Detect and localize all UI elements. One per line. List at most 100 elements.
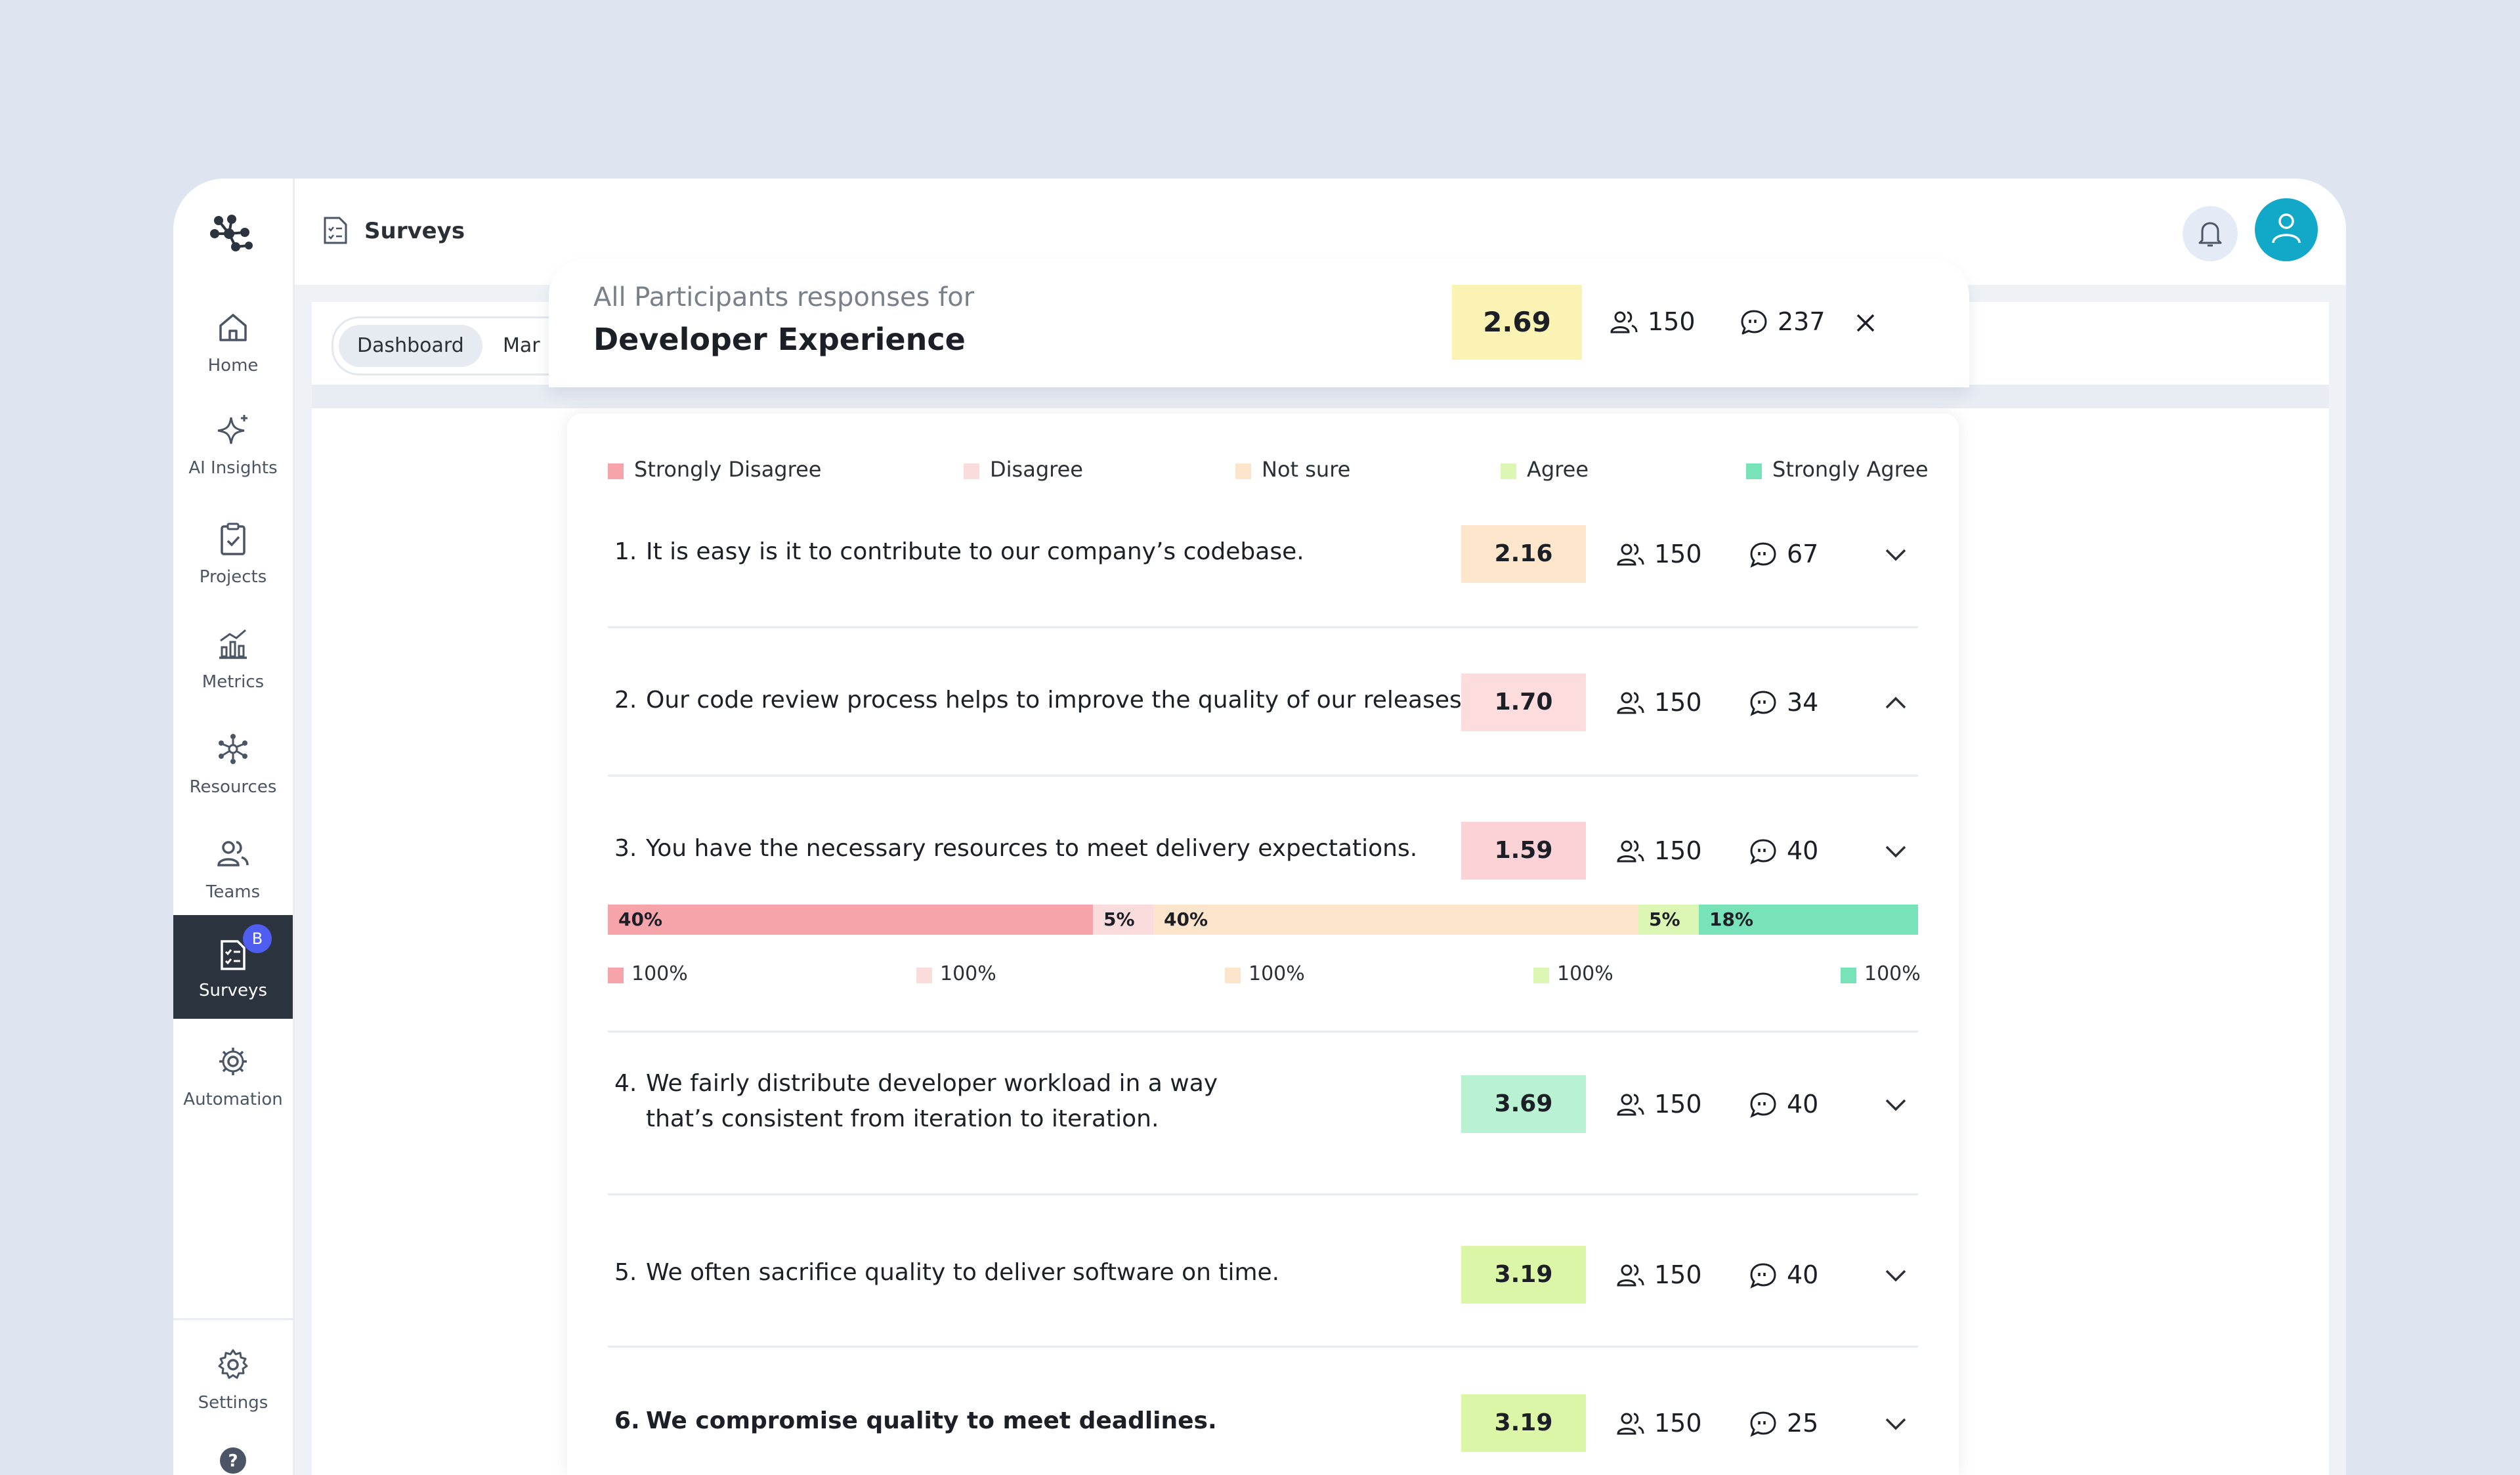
sidebar-divider [173,1318,293,1320]
comments-value: 40 [1787,836,1819,865]
breakdown-segment: 40% [1153,905,1638,935]
chevron-down-icon[interactable] [1884,1268,1908,1283]
breakdown-segment: 5% [1638,905,1699,935]
comments-value: 67 [1787,540,1819,568]
question-text-line2: that’s consistent from iteration to iter… [646,1105,1159,1132]
legend-label: Disagree [990,457,1083,482]
sidebar-item-automation[interactable]: Automation [173,1029,293,1133]
row-divider [608,1346,1918,1348]
network-icon [219,734,247,764]
notifications-button[interactable] [2183,206,2238,261]
question-number: 5. [614,1259,637,1286]
question-number: 6. [614,1407,640,1434]
sidebar: Home AI Insights Projects Metrics Resour… [173,179,295,1475]
row-divider [608,1193,1918,1195]
legend-swatch [608,968,624,983]
participants-value: 150 [1654,1409,1702,1438]
question-number: 4. [614,1070,637,1097]
question-row[interactable]: 3. You have the necessary resources to m… [608,822,1918,880]
sidebar-item-label: Settings [198,1393,268,1413]
sidebar-item-resources[interactable]: Resources [173,717,293,821]
breakdown-segment: 18% [1699,905,1918,935]
sidebar-item-label: Projects [199,567,267,587]
question-number: 2. [614,687,637,714]
avatar[interactable] [2255,198,2318,261]
participants-value: 150 [1654,688,1702,717]
legend-swatch [1533,968,1549,983]
question-score: 3.69 [1461,1075,1586,1133]
chevron-down-icon[interactable] [1884,844,1908,859]
chevron-down-icon[interactable] [1884,1098,1908,1112]
breakdown-segment: 40% [608,905,1093,935]
comments-value: 34 [1787,688,1819,717]
legend-swatch [964,463,979,479]
question-number: 1. [614,538,637,565]
users-icon [1610,311,1638,333]
users-icon [1617,692,1644,714]
total-value: 100% [1557,962,1613,985]
bell-icon [2198,222,2222,247]
comment-icon [1750,691,1776,716]
question-row[interactable]: 1. It is easy is it to contribute to our… [608,525,1918,583]
sidebar-item-label: Home [207,356,259,375]
users-icon [1617,544,1644,566]
comment-icon [1750,1263,1776,1289]
sidebar-item-label: Teams [205,882,261,902]
panel-header-strip [312,385,2329,408]
question-row[interactable]: 5. We often sacrifice quality to deliver… [608,1246,1918,1304]
question-row[interactable]: 4. We fairly distribute developer worklo… [608,1070,1918,1142]
legend-swatch [608,463,624,479]
row-divider [608,775,1918,777]
gear-cycle-icon [219,1048,247,1075]
sidebar-item-teams[interactable]: Teams [173,822,293,926]
comment-icon [1750,1411,1776,1437]
sidebar-item-label: Surveys [199,981,267,1000]
sidebar-item-help[interactable]: ? [173,1439,293,1475]
sidebar-item-metrics[interactable]: Metrics [173,612,293,716]
tab-second[interactable]: Mar [503,334,540,357]
question-text: It is easy is it to contribute to our co… [646,538,1304,565]
question-score: 3.19 [1461,1246,1586,1304]
question-score: 3.19 [1461,1394,1586,1452]
legend-swatch [916,968,932,983]
page-title: Surveys [364,218,465,244]
sidebar-item-ai-insights[interactable]: AI Insights [173,398,293,502]
total-value: 100% [1249,962,1305,985]
chevron-down-icon[interactable] [1884,1417,1908,1431]
legend-swatch [1235,463,1251,479]
sidebar-item-surveys[interactable]: B Surveys [173,915,293,1019]
legend-label: Strongly Disagree [634,457,822,482]
modal-body: Strongly Disagree Disagree Not sure Agre… [567,414,1959,1475]
chevron-down-icon[interactable] [1884,547,1908,562]
help-icon: ? [220,1447,246,1474]
question-text: You have the necessary resources to meet… [646,835,1418,862]
sparkle-icon [217,415,247,444]
comments-value: 40 [1787,1260,1819,1289]
participants-value: 150 [1648,307,1696,336]
question-score: 1.70 [1461,673,1586,731]
sidebar-item-projects[interactable]: Projects [173,507,293,610]
chevron-up-icon[interactable] [1884,696,1908,710]
home-icon [219,314,247,341]
users-icon [1617,840,1644,863]
question-text: We compromise quality to meet deadlines. [646,1407,1217,1434]
question-score: 1.59 [1461,822,1586,880]
tab-dashboard[interactable]: Dashboard [339,325,482,367]
question-row[interactable]: 6. We compromise quality to meet deadlin… [608,1394,1918,1452]
question-text-line1: We fairly distribute developer workload … [646,1070,1218,1097]
survey-icon [221,940,246,970]
question-score: 2.16 [1461,525,1586,583]
row-divider [608,1031,1918,1033]
modal-subtitle: All Participants responses for [593,282,975,312]
close-icon[interactable] [1854,311,1877,335]
question-text: We often sacrifice quality to deliver so… [646,1259,1280,1286]
survey-icon [324,217,347,244]
legend-label: Agree [1527,457,1589,482]
breakdown-segment: 5% [1093,905,1153,935]
sidebar-item-home[interactable]: Home [173,295,293,399]
users-icon [1617,1413,1644,1435]
question-row[interactable]: 2. Our code review process helps to impr… [608,673,1918,731]
comments-value: 40 [1787,1090,1819,1119]
sidebar-item-settings[interactable]: Settings [173,1333,293,1436]
sidebar-item-label: Automation [183,1090,283,1109]
